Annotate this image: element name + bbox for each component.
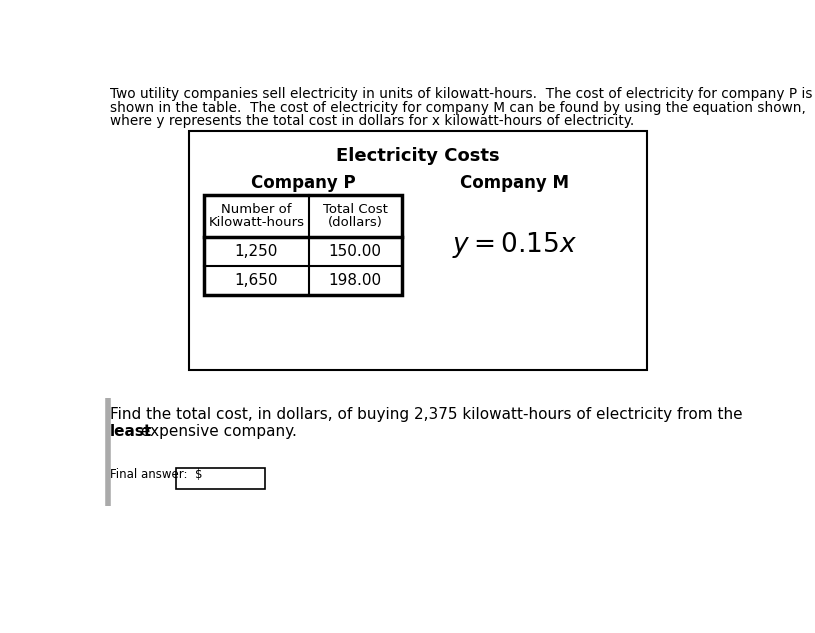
Text: Two utility companies sell electricity in units of kilowatt-hours.  The cost of : Two utility companies sell electricity i… <box>110 87 812 101</box>
Text: shown in the table.  The cost of electricity for company M can be found by using: shown in the table. The cost of electric… <box>110 101 805 115</box>
Text: 1,650: 1,650 <box>235 273 278 288</box>
Text: 198.00: 198.00 <box>328 273 382 288</box>
Text: Find the total cost, in dollars, of buying 2,375 kilowatt-hours of electricity f: Find the total cost, in dollars, of buyi… <box>110 407 742 422</box>
Text: Final answer:  $: Final answer: $ <box>110 468 202 481</box>
Text: Kilowatt-hours: Kilowatt-hours <box>209 216 305 229</box>
Text: 1,250: 1,250 <box>235 244 278 259</box>
FancyBboxPatch shape <box>205 194 402 296</box>
Text: $y = 0.15x$: $y = 0.15x$ <box>452 230 577 260</box>
Text: Company P: Company P <box>251 173 355 192</box>
Text: Company M: Company M <box>460 173 569 192</box>
Text: (dollars): (dollars) <box>328 216 383 229</box>
FancyBboxPatch shape <box>189 132 647 370</box>
Text: Electricity Costs: Electricity Costs <box>337 147 500 165</box>
FancyBboxPatch shape <box>175 468 265 489</box>
Text: Number of: Number of <box>221 203 292 216</box>
Text: least: least <box>110 424 152 439</box>
Text: where y represents the total cost in dollars for x kilowatt-hours of electricity: where y represents the total cost in dol… <box>110 115 634 128</box>
Text: expensive company.: expensive company. <box>136 424 297 439</box>
Text: 150.00: 150.00 <box>328 244 381 259</box>
Text: Total Cost: Total Cost <box>323 203 388 216</box>
